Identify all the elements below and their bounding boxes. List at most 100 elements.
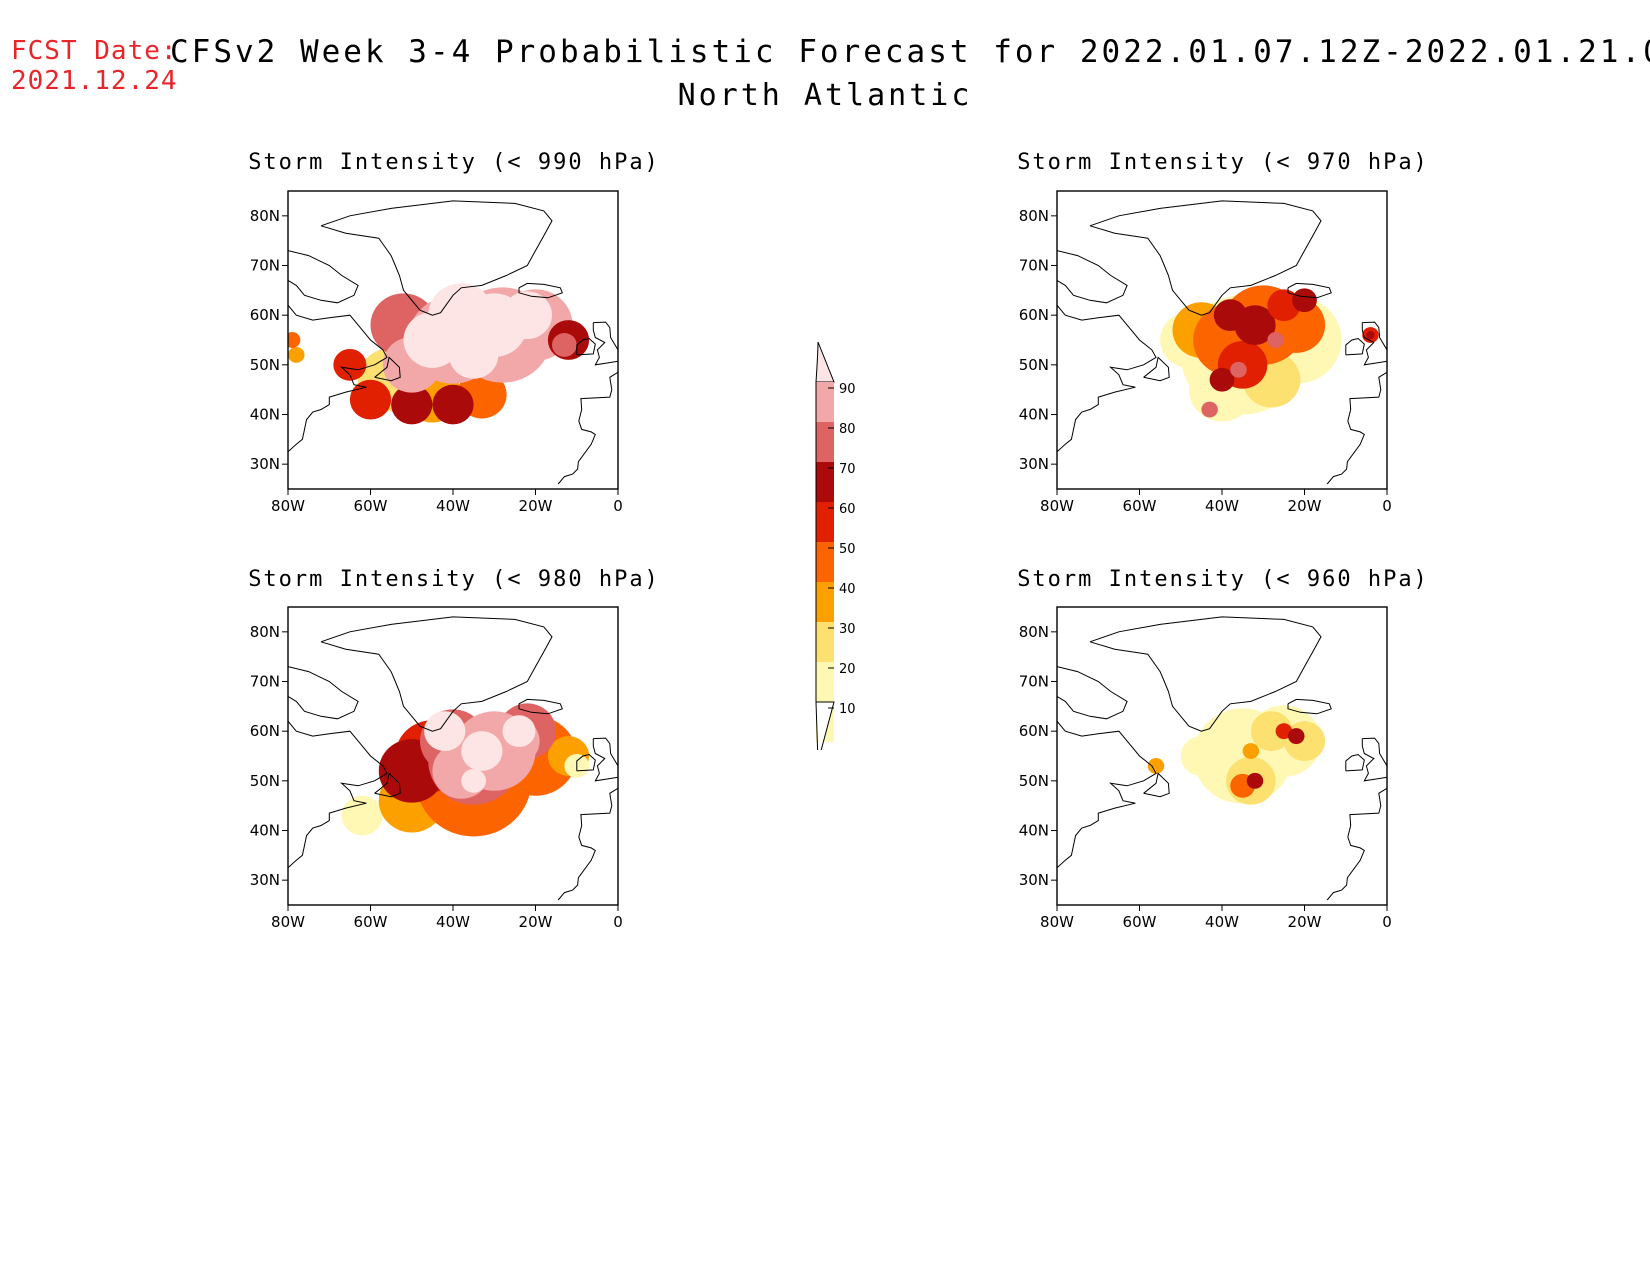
lon-label: 0 xyxy=(1382,913,1392,931)
colorbar-level-label: 50 xyxy=(839,542,856,557)
panel-title-980: Storm Intensity (< 980 hPa) xyxy=(248,567,660,592)
coastline xyxy=(288,720,388,869)
probability-cell xyxy=(403,312,462,368)
lat-label: 50N xyxy=(1019,772,1049,790)
lat-label: 30N xyxy=(250,871,280,889)
lat-label: 80N xyxy=(1019,207,1049,225)
probability-cell xyxy=(502,715,536,748)
probability-cell xyxy=(448,331,499,379)
probability-cell xyxy=(432,384,474,425)
coastline xyxy=(1287,698,1332,715)
probability-cell xyxy=(1246,772,1264,789)
coastline xyxy=(1057,666,1128,720)
colorbar-swatch xyxy=(816,502,834,542)
coastline xyxy=(1089,200,1322,316)
lon-label: 20W xyxy=(1288,913,1322,931)
lon-label: 0 xyxy=(613,913,623,931)
probability-cell xyxy=(424,711,466,752)
probability-cell xyxy=(288,346,305,363)
colorbar-swatch xyxy=(816,542,834,582)
region-subtitle: North Atlantic xyxy=(677,78,973,113)
coastline xyxy=(1345,337,1365,356)
probability-cell xyxy=(341,795,383,836)
probability-cell xyxy=(461,731,503,771)
colorbar-swatch xyxy=(816,422,834,462)
lat-label: 50N xyxy=(1019,356,1049,374)
colorbar-bottom-cap xyxy=(815,701,835,750)
lat-label: 40N xyxy=(1019,406,1049,424)
lat-label: 70N xyxy=(250,673,280,691)
coastline xyxy=(576,753,596,772)
probability-cell xyxy=(1250,711,1293,752)
map-panel-970: 80N 70N 60N 50N 40N 30N 80W 60W 40W 20W 0 xyxy=(1019,190,1392,515)
probability-cell xyxy=(461,768,486,793)
colorbar-level-label: 90 xyxy=(839,382,856,397)
coastlines xyxy=(1057,616,1387,901)
panel-title-960: Storm Intensity (< 960 hPa) xyxy=(1017,567,1429,592)
probability-cell xyxy=(1213,299,1247,332)
coastline xyxy=(320,200,553,316)
lon-label: 80W xyxy=(271,913,305,931)
forecast-date-block: FCST Date: 2021.12.24 xyxy=(11,36,178,96)
lon-label: 60W xyxy=(354,913,388,931)
probability-cell xyxy=(288,332,301,348)
lon-label: 60W xyxy=(1123,913,1157,931)
fcst-date-value: 2021.12.24 xyxy=(11,66,178,96)
lat-label: 50N xyxy=(250,356,280,374)
coastline xyxy=(320,616,553,732)
lat-label: 60N xyxy=(250,306,280,324)
probability-cell xyxy=(1147,757,1165,774)
lon-label: 20W xyxy=(519,913,553,931)
lon-label: 80W xyxy=(271,497,305,515)
lon-label: 40W xyxy=(436,913,470,931)
probability-cell xyxy=(1180,736,1222,776)
coastline xyxy=(1326,787,1387,901)
coastline xyxy=(1345,753,1365,772)
colorbar-swatch xyxy=(816,662,834,702)
colorbar-top-cap xyxy=(815,341,835,383)
probability-cell xyxy=(1230,361,1247,378)
lat-label: 80N xyxy=(1019,623,1049,641)
map-panel-990: 80N 70N 60N 50N 40N 30N 80W 60W 40W 20W 0 xyxy=(250,190,623,515)
lat-label: 40N xyxy=(250,406,280,424)
coastline xyxy=(374,772,401,798)
probability-cell xyxy=(502,291,552,340)
lon-label: 0 xyxy=(1382,497,1392,515)
coastline xyxy=(288,304,388,453)
lat-label: 60N xyxy=(250,722,280,740)
probability-cell xyxy=(1209,367,1235,392)
coastline xyxy=(1361,737,1387,782)
coastline xyxy=(1089,616,1322,732)
panel-title-990: Storm Intensity (< 990 hPa) xyxy=(248,150,660,175)
coastline xyxy=(1361,321,1387,366)
probability-cell xyxy=(1288,728,1305,745)
colorbar-level-label: 40 xyxy=(839,582,856,597)
lat-label: 60N xyxy=(1019,722,1049,740)
lat-label: 70N xyxy=(1019,673,1049,691)
map-panel-960: 80N 70N 60N 50N 40N 30N 80W 60W 40W 20W 0 xyxy=(1019,606,1392,931)
lat-label: 70N xyxy=(1019,257,1049,275)
lat-label: 30N xyxy=(1019,871,1049,889)
lon-label: 0 xyxy=(613,497,623,515)
coastlines xyxy=(1057,200,1387,485)
colorbar-swatch xyxy=(816,622,834,662)
coastline xyxy=(1143,356,1170,382)
probability-field xyxy=(1160,285,1379,422)
coastline xyxy=(518,282,563,299)
lat-label: 60N xyxy=(1019,306,1049,324)
coastline xyxy=(374,356,401,382)
coastline xyxy=(557,787,618,901)
coastlines xyxy=(288,616,618,901)
probability-cell xyxy=(1267,332,1284,348)
probability-cell xyxy=(1242,743,1260,759)
probability-cell xyxy=(391,384,433,425)
panel-title-970: Storm Intensity (< 970 hPa) xyxy=(1017,150,1429,175)
probability-field xyxy=(341,703,590,837)
lon-label: 20W xyxy=(519,497,553,515)
coastline xyxy=(518,698,563,715)
colorbar-swatch xyxy=(816,382,834,422)
lon-label: 60W xyxy=(354,497,388,515)
fcst-date-label: FCST Date: xyxy=(11,36,178,66)
coastline xyxy=(576,337,596,356)
colorbar-level-label: 10 xyxy=(839,702,856,717)
